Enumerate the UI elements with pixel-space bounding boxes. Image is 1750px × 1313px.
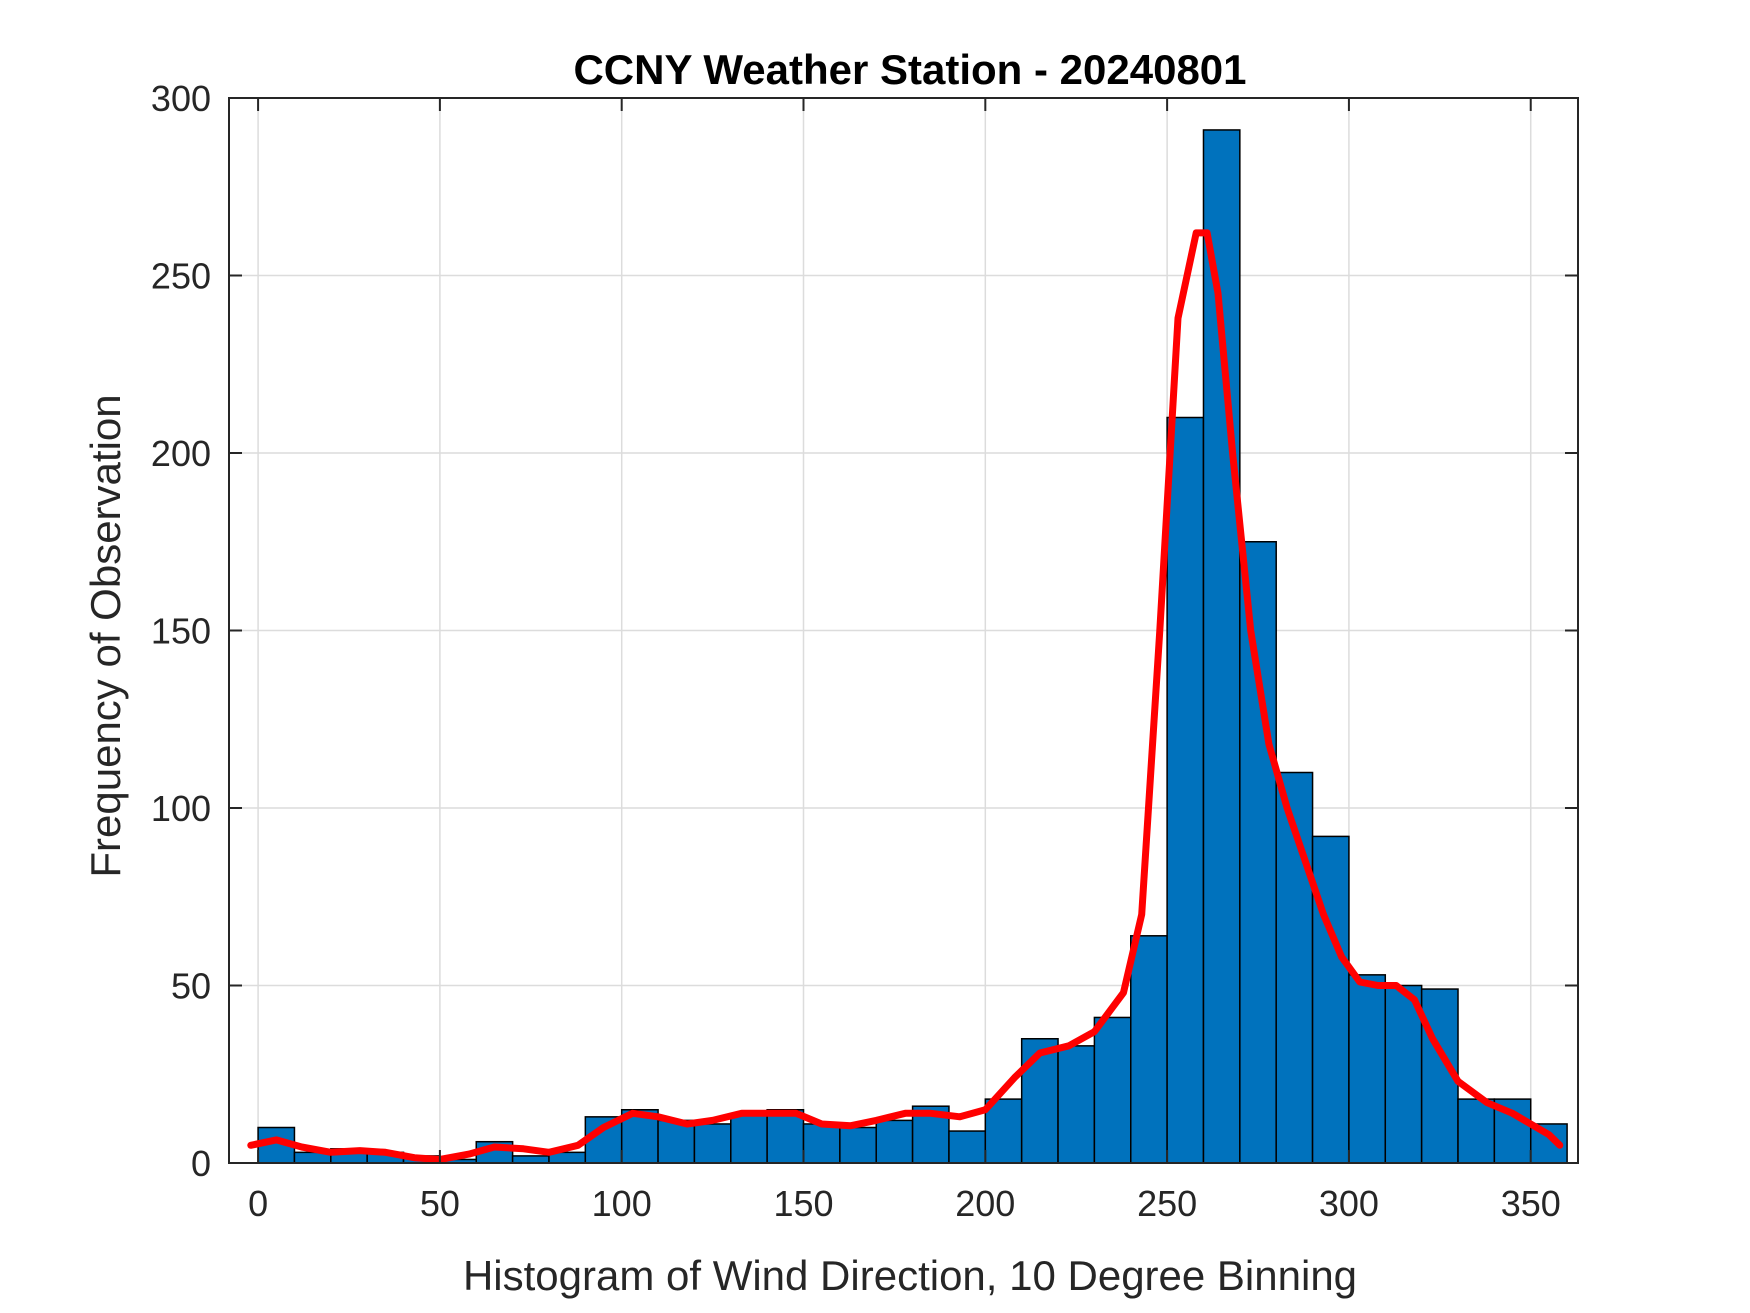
x-axis-ticks: 0 50 100 150 200 250 300 350 xyxy=(248,98,1561,1224)
y-axis-ticks: 0 50 100 150 200 250 300 xyxy=(151,78,1578,1184)
y-tick-label: 100 xyxy=(151,788,211,829)
x-tick-label: 50 xyxy=(420,1183,460,1224)
y-axis-label: Frequency of Observation xyxy=(82,394,129,877)
x-tick-label: 300 xyxy=(1319,1183,1379,1224)
histogram-bar xyxy=(1057,1045,1096,1164)
x-axis-label: Histogram of Wind Direction, 10 Degree B… xyxy=(463,1252,1357,1299)
histogram-bar xyxy=(1239,541,1277,1164)
histogram-bar xyxy=(1020,1038,1059,1164)
histogram-bar xyxy=(693,1123,732,1164)
histogram-bar xyxy=(802,1123,841,1164)
histogram-bar xyxy=(1166,416,1205,1164)
x-tick-label: 250 xyxy=(1137,1183,1197,1224)
y-tick-label: 50 xyxy=(171,966,211,1007)
x-tick-label: 100 xyxy=(592,1183,652,1224)
histogram-bar xyxy=(984,1098,1023,1164)
histogram-bar xyxy=(766,1109,805,1164)
x-tick-label: 350 xyxy=(1501,1183,1561,1224)
histogram-bar xyxy=(1311,835,1350,1164)
histogram-bar xyxy=(1457,1098,1496,1164)
histogram-bar xyxy=(875,1119,914,1164)
histogram-bar xyxy=(1384,984,1423,1164)
chart-title: CCNY Weather Station - 20240801 xyxy=(573,46,1246,93)
histogram-bar xyxy=(1348,974,1387,1164)
density-curve-line xyxy=(247,229,1564,1163)
x-tick-label: 200 xyxy=(955,1183,1015,1224)
y-tick-label: 300 xyxy=(151,78,211,119)
x-tick-label: 150 xyxy=(773,1183,833,1224)
histogram-bar xyxy=(1130,935,1168,1164)
y-tick-label: 200 xyxy=(151,433,211,474)
y-tick-label: 0 xyxy=(191,1143,211,1184)
histogram-bar xyxy=(511,1155,550,1164)
x-tick-label: 0 xyxy=(248,1183,268,1224)
histogram-bar xyxy=(730,1112,768,1164)
density-curve xyxy=(247,229,1564,1163)
y-tick-label: 150 xyxy=(151,611,211,652)
histogram-bar xyxy=(1093,1016,1132,1164)
histogram-bar xyxy=(1202,129,1241,1164)
histogram-bar xyxy=(839,1126,877,1164)
histogram-bar xyxy=(948,1130,987,1164)
y-tick-label: 250 xyxy=(151,256,211,297)
